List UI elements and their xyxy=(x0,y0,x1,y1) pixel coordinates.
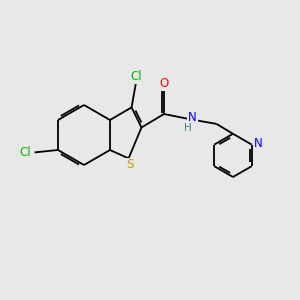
Text: O: O xyxy=(159,77,169,90)
Text: Cl: Cl xyxy=(130,70,142,83)
Text: N: N xyxy=(188,111,197,124)
Text: S: S xyxy=(126,158,134,172)
Text: Cl: Cl xyxy=(20,146,32,159)
Text: N: N xyxy=(254,136,263,150)
Text: H: H xyxy=(184,123,191,133)
